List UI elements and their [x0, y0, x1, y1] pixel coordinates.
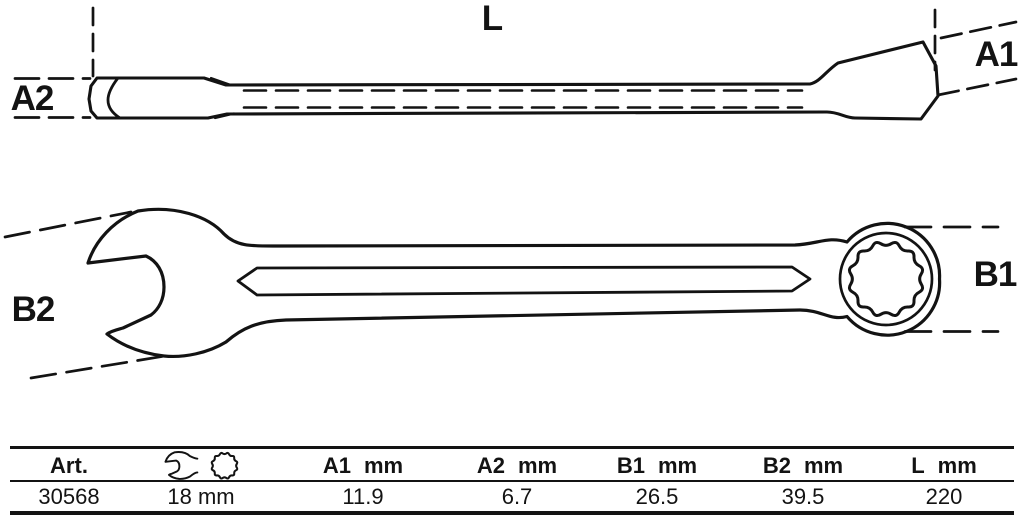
dim-line-b2-lower [29, 354, 167, 380]
dim-label-a2: A2 [10, 79, 55, 118]
dim-line-a1-lower [936, 77, 1018, 97]
side-view-step-facet-top [209, 76, 233, 87]
column-header-b1: B1 mm [616, 452, 698, 478]
dim-line-b2-upper [3, 210, 133, 239]
cell-size: 18 mm [167, 483, 235, 509]
ring-bore-circle [838, 231, 934, 327]
spec-table: Art. A1 mm A2 mm B1 mm B2 mm [10, 446, 1014, 515]
spec-table-header-row: Art. A1 mm A2 mm B1 mm B2 mm [10, 449, 1014, 482]
dim-label-a1: A1 [974, 35, 1019, 74]
plan-view-outline [86, 207, 942, 359]
plan-view [86, 207, 942, 359]
wrench-technical-drawing [3, 6, 1018, 380]
side-view-jaw-edge [106, 76, 122, 120]
dimension-lines [3, 6, 1018, 380]
shaft-recess-groove [236, 265, 812, 297]
spec-table-data-row: 30568 18 mm 11.9 6.7 26.5 39.5 220 [10, 482, 1014, 511]
ring-end-12pt-icon [210, 451, 239, 480]
column-header-size [128, 449, 274, 482]
dim-label-b1: B1 [973, 255, 1018, 294]
cell-b2: 39.5 [781, 483, 825, 509]
ring-12-point-profile [847, 240, 925, 318]
cell-a2: 6.7 [501, 483, 533, 509]
column-header-art: Art. [10, 453, 128, 479]
cell-art-number: 30568 [38, 483, 100, 509]
dim-line-a1-upper [939, 20, 1018, 40]
column-header-b2: B2 mm [762, 452, 844, 478]
cell-l: 220 [925, 483, 963, 509]
side-view-step-facet-bottom [213, 112, 236, 120]
side-view-outline [87, 40, 940, 121]
column-header-a2: A2 mm [476, 452, 558, 478]
column-header-art-label: Art. [50, 452, 88, 478]
column-header-a1: A1 mm [322, 452, 404, 478]
side-view [87, 40, 940, 121]
cell-b1: 26.5 [635, 483, 679, 509]
open-end-wrench-icon [164, 451, 199, 480]
dim-label-length: L [481, 0, 503, 38]
cell-a1: 11.9 [342, 483, 384, 509]
dim-label-b2: B2 [11, 290, 56, 329]
